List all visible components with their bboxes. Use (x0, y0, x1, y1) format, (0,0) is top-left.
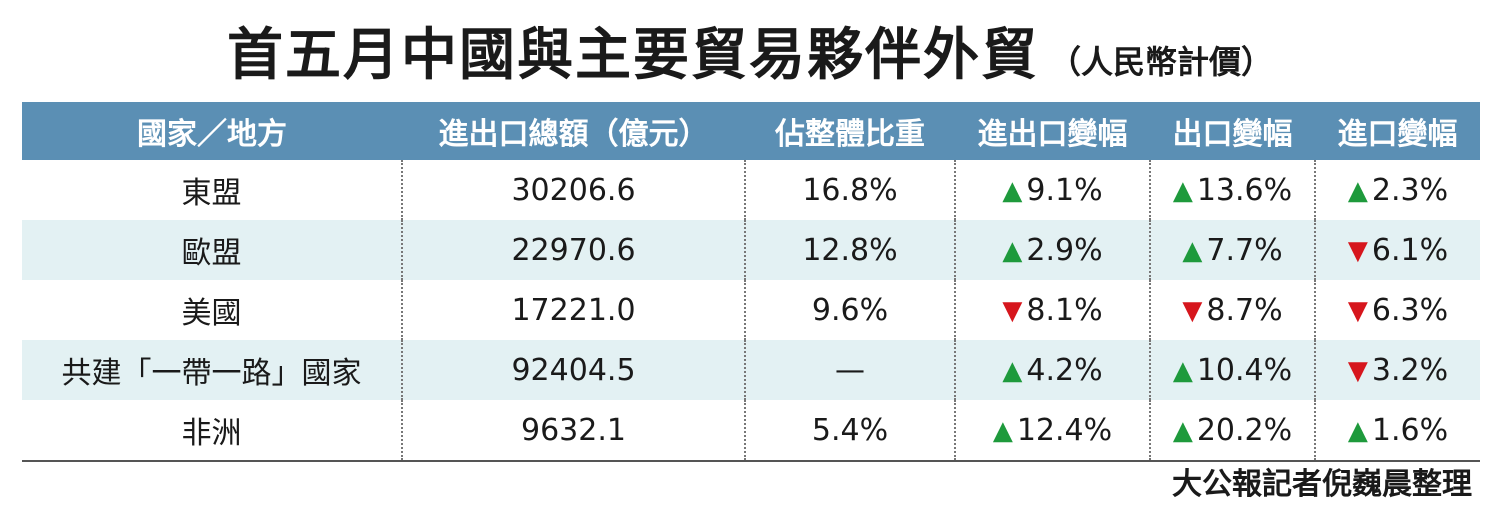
import-change-cell: ▲ 1.6% (1314, 400, 1480, 462)
import-change-cell: ▼ 3.2% (1314, 340, 1480, 400)
change-value: 3.2% (1371, 353, 1449, 389)
change-arrow-icon: ▼ (1002, 295, 1023, 326)
trade-change-cell: ▲ 12.4% (954, 400, 1150, 462)
export-change-cell: ▲ 20.2% (1149, 400, 1315, 462)
table-row: 共建「一帶一路」國家 92404.5 — ▲ 4.2% ▲ 10.4% ▼ 3.2% (22, 340, 1480, 400)
share-cell: 12.8% (744, 220, 955, 280)
change-arrow-icon: ▲ (1172, 415, 1193, 446)
change-arrow-icon: ▲ (1347, 415, 1368, 446)
reporter-credit: 大公報記者倪巍晨整理 (1172, 467, 1472, 502)
share-cell: 5.4% (744, 400, 955, 462)
change-value: 7.7% (1206, 233, 1283, 269)
change-value: 6.3% (1371, 293, 1449, 329)
change-value: 2.3% (1371, 173, 1449, 209)
change-value: 20.2% (1196, 413, 1293, 449)
import-change-cell: ▼ 6.3% (1314, 280, 1480, 340)
header-region: 國家／地方 (22, 102, 402, 160)
import-change-cell: ▼ 6.1% (1314, 220, 1480, 280)
region-cell: 非洲 (22, 400, 402, 462)
change-arrow-icon: ▲ (1347, 175, 1368, 206)
region-cell: 東盟 (181, 176, 242, 211)
change-value: 13.6% (1196, 173, 1293, 209)
export-change-cell: ▲ 10.4% (1149, 340, 1315, 400)
table-row: 非洲 9632.1 5.4% ▲ 12.4% ▲ 20.2% ▲ 1.6% (22, 400, 1480, 462)
change-arrow-icon: ▲ (1002, 235, 1023, 266)
change-value: 8.7% (1206, 293, 1283, 329)
header-share: 佔整體比重 (745, 102, 955, 160)
change-arrow-icon: ▲ (1172, 175, 1193, 206)
region-cell: 共建「一帶一路」國家 (22, 340, 402, 400)
change-value: 4.2% (1026, 353, 1103, 389)
change-value: 10.4% (1196, 353, 1293, 389)
share-cell: 9.6% (744, 280, 955, 340)
table-row: 東盟 30206.6 16.8% ▲ 9.1% ▲ 13.6% ▲ 2.3% (22, 160, 1480, 220)
header-total: 進出口總額（億元） (402, 102, 745, 160)
table-row: 美國 17221.0 9.6% ▼ 8.1% ▼ 8.7% ▼ 6.3% (22, 280, 1480, 340)
total-cell: 92404.5 (401, 340, 745, 400)
share-cell: 16.8% (744, 160, 955, 220)
title-area: 首五月中國與主要貿易夥伴外貿 （人民幣計價） (0, 0, 1500, 100)
change-arrow-icon: ▼ (1347, 235, 1368, 266)
change-value: 2.9% (1026, 233, 1103, 269)
export-change-cell: ▲ 13.6% (1149, 160, 1315, 220)
change-arrow-icon: ▲ (1172, 355, 1193, 386)
trade-change-cell: ▲ 9.1% (954, 160, 1150, 220)
change-arrow-icon: ▼ (1182, 295, 1203, 326)
total-cell: 9632.1 (401, 400, 745, 462)
change-arrow-icon: ▲ (1182, 235, 1203, 266)
change-arrow-icon: ▲ (992, 415, 1013, 446)
trade-change-cell: ▲ 2.9% (954, 220, 1150, 280)
header-trade-change: 進出口變幅 (955, 102, 1150, 160)
change-value: 8.1% (1026, 293, 1103, 329)
change-arrow-icon: ▲ (1002, 355, 1023, 386)
header-import-change: 進口變幅 (1315, 102, 1480, 160)
trade-change-cell: ▲ 4.2% (954, 340, 1150, 400)
change-arrow-icon: ▼ (1347, 355, 1368, 386)
import-change-cell: ▲ 2.3% (1314, 160, 1480, 220)
change-arrow-icon: ▼ (1347, 295, 1368, 326)
export-change-cell: ▲ 7.7% (1149, 220, 1315, 280)
share-cell: — (744, 340, 955, 400)
region-cell: 美國 (181, 296, 242, 331)
change-value: 9.1% (1026, 173, 1103, 209)
total-cell: 30206.6 (401, 160, 745, 220)
region-cell: 歐盟 (22, 220, 402, 280)
table-row: 歐盟 22970.6 12.8% ▲ 2.9% ▲ 7.7% ▼ 6.1% (22, 220, 1480, 280)
header-export-change: 出口變幅 (1150, 102, 1315, 160)
change-arrow-icon: ▲ (1002, 175, 1023, 206)
trade-table: 國家／地方 進出口總額（億元） 佔整體比重 進出口變幅 出口變幅 進口變幅 東盟… (22, 102, 1480, 462)
page-subtitle: （人民幣計價） (1048, 43, 1273, 81)
export-change-cell: ▼ 8.7% (1149, 280, 1315, 340)
total-cell: 22970.6 (401, 220, 745, 280)
total-cell: 17221.0 (401, 280, 745, 340)
change-value: 6.1% (1371, 233, 1449, 269)
page-title: 首五月中國與主要貿易夥伴外貿 (226, 23, 1039, 88)
change-value: 12.4% (1016, 413, 1113, 449)
change-value: 1.6% (1371, 413, 1449, 449)
trade-change-cell: ▼ 8.1% (954, 280, 1150, 340)
table-header-row: 國家／地方 進出口總額（億元） 佔整體比重 進出口變幅 出口變幅 進口變幅 (22, 102, 1480, 160)
